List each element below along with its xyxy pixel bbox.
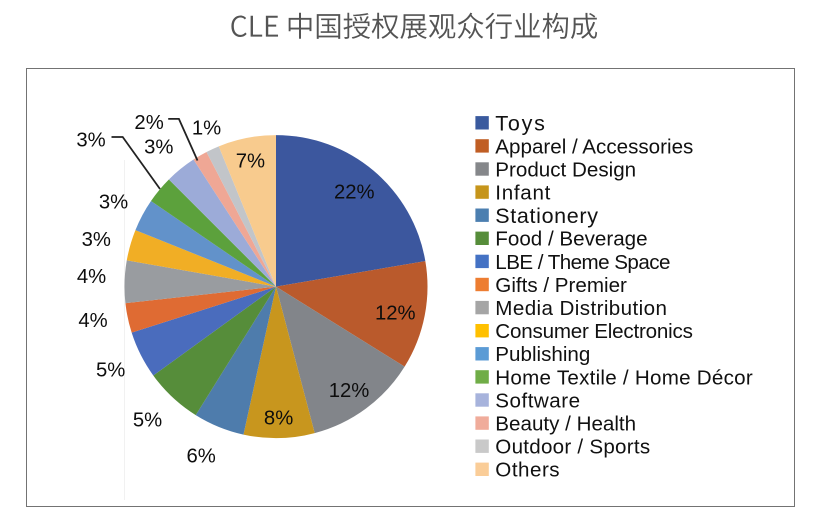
svg-text:2%: 2% bbox=[134, 112, 163, 134]
svg-text:Food / Beverage: Food / Beverage bbox=[495, 228, 647, 251]
svg-text:Software: Software bbox=[495, 389, 580, 412]
svg-text:Others: Others bbox=[495, 459, 560, 482]
svg-text:Gifts / Premier: Gifts / Premier bbox=[495, 274, 627, 297]
svg-text:3%: 3% bbox=[99, 191, 128, 213]
svg-text:1%: 1% bbox=[192, 117, 221, 139]
svg-text:Beauty / Health: Beauty / Health bbox=[495, 413, 636, 436]
svg-text:Publishing: Publishing bbox=[495, 343, 590, 366]
svg-text:12%: 12% bbox=[375, 302, 416, 324]
svg-text:4%: 4% bbox=[77, 266, 106, 288]
svg-text:6%: 6% bbox=[187, 445, 216, 467]
svg-text:Outdoor / Sports: Outdoor / Sports bbox=[495, 436, 650, 459]
svg-text:Home Textile / Home Décor: Home Textile / Home Décor bbox=[495, 366, 753, 389]
svg-text:Consumer Electronics: Consumer Electronics bbox=[495, 320, 692, 343]
svg-text:5%: 5% bbox=[133, 409, 162, 431]
svg-text:4%: 4% bbox=[78, 310, 107, 332]
svg-text:Stationery: Stationery bbox=[495, 204, 598, 228]
svg-text:LBE / Theme Space: LBE / Theme Space bbox=[495, 251, 670, 274]
svg-text:5%: 5% bbox=[96, 360, 125, 382]
svg-text:3%: 3% bbox=[76, 129, 105, 151]
svg-text:8%: 8% bbox=[264, 408, 293, 430]
svg-text:12%: 12% bbox=[329, 380, 370, 402]
svg-text:22%: 22% bbox=[334, 182, 375, 204]
svg-text:7%: 7% bbox=[236, 151, 265, 173]
svg-text:3%: 3% bbox=[82, 229, 111, 251]
svg-text:Apparel / Accessories: Apparel / Accessories bbox=[495, 135, 693, 158]
svg-text:3%: 3% bbox=[144, 136, 173, 158]
svg-text:Infant: Infant bbox=[495, 182, 551, 205]
svg-text:Media Distribution: Media Distribution bbox=[495, 297, 667, 320]
svg-text:Toys: Toys bbox=[495, 112, 546, 136]
svg-text:Product Design: Product Design bbox=[495, 158, 636, 181]
